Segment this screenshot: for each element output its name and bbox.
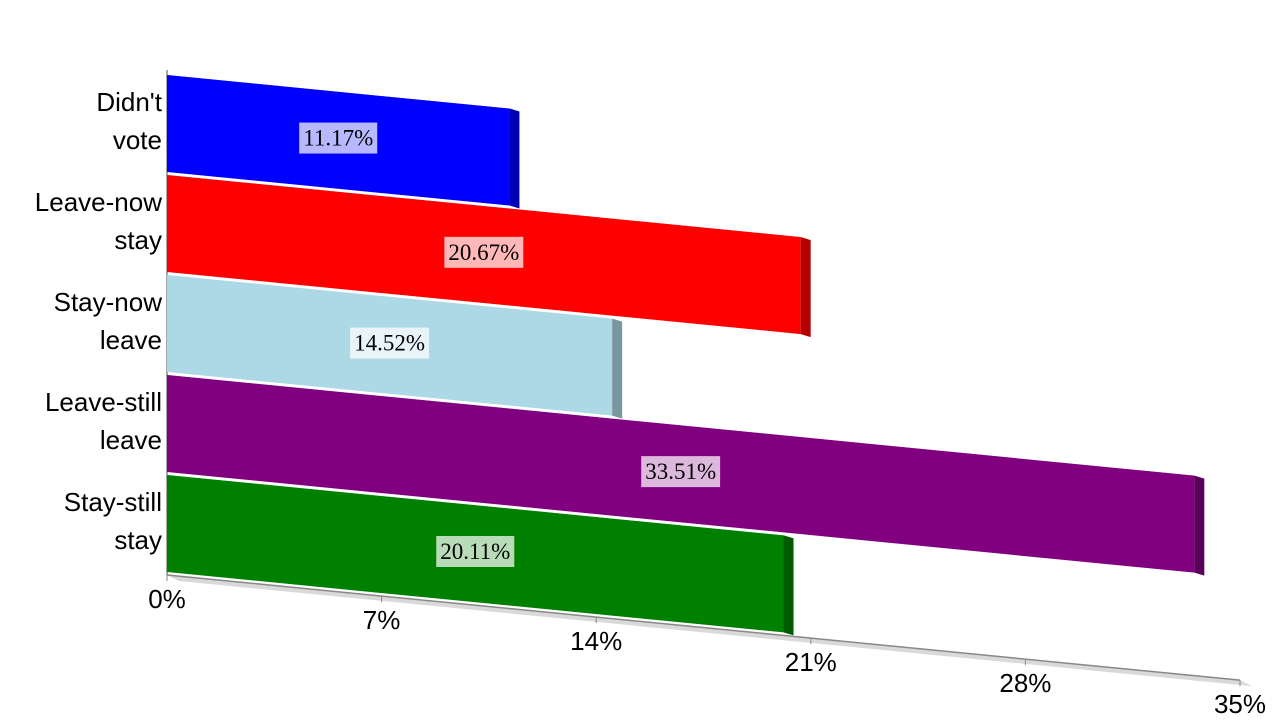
value-label-bg <box>641 456 721 488</box>
value-label: 33.51% <box>645 459 716 484</box>
value-label: 11.17% <box>303 126 373 151</box>
x-axis <box>166 574 1241 681</box>
x-tick-label: 7% <box>363 605 401 635</box>
x-tick-label: 14% <box>570 626 622 656</box>
value-label: 20.67% <box>448 240 519 265</box>
bar-side <box>783 535 794 636</box>
y-tick-label: Stay-still stay <box>63 487 162 555</box>
value-label-bg <box>299 122 378 154</box>
bar-side <box>509 108 520 209</box>
value-label: 20.11% <box>440 539 510 564</box>
value-label-bg <box>350 327 430 359</box>
value-label-bg <box>436 535 515 567</box>
y-tick-label: Leave-still leave <box>44 387 162 455</box>
floor <box>167 575 1252 687</box>
y-tick-label: Didn't vote <box>96 87 162 155</box>
x-tick-label: 21% <box>785 647 837 677</box>
bar-side <box>1194 475 1205 576</box>
bar-side <box>612 318 623 419</box>
x-tick-label: 28% <box>999 668 1051 698</box>
value-label-bg <box>444 236 524 268</box>
y-tick-label: Stay-now leave <box>53 287 162 355</box>
x-tick-label: 0% <box>148 584 186 614</box>
bar-side <box>800 237 811 338</box>
y-tick-label: Leave-now stay <box>34 187 162 255</box>
x-tick-label: 35% <box>1214 689 1266 719</box>
value-label: 14.52% <box>354 331 425 356</box>
